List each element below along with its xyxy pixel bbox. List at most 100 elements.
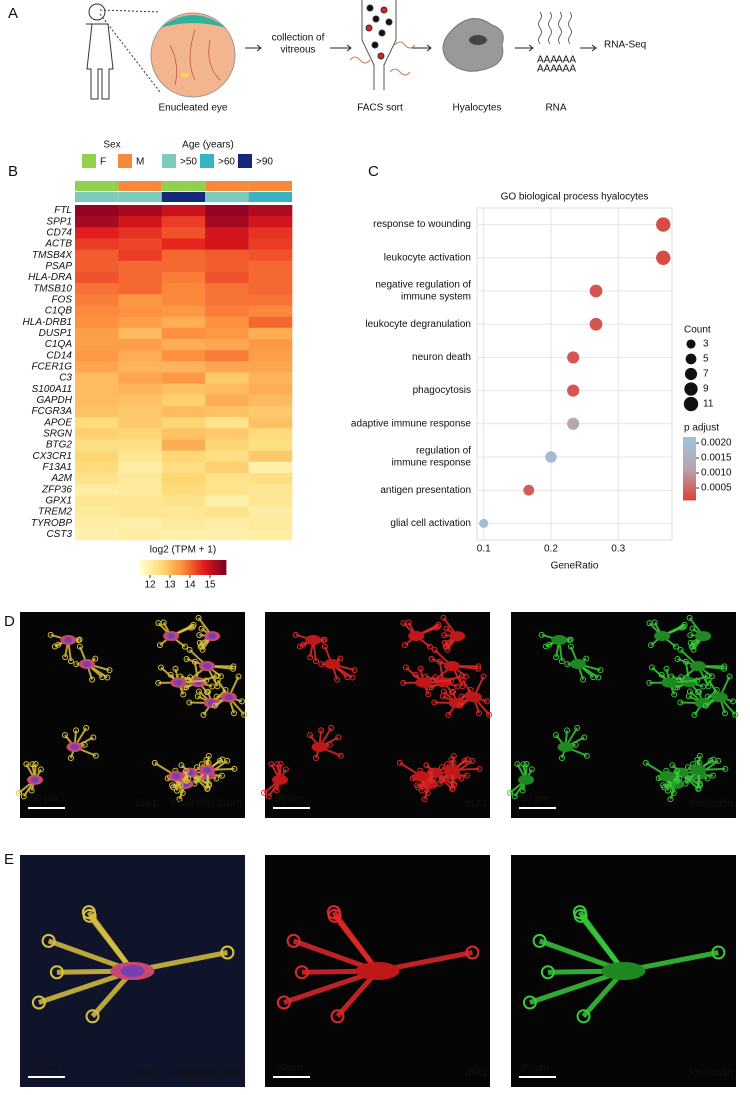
process-tip	[426, 643, 433, 650]
heatmap-cell	[248, 528, 293, 541]
heatmap-cell	[248, 495, 293, 507]
heatmap-cell	[248, 227, 293, 239]
process-tip	[542, 643, 549, 650]
gene-label: GPX1	[45, 496, 72, 507]
process-tip	[151, 759, 158, 766]
process-tip	[326, 741, 333, 748]
heatmap-cell	[118, 528, 163, 541]
process-tip	[648, 664, 655, 671]
process-tip	[61, 732, 68, 739]
process-tip	[200, 711, 207, 718]
gene-label: BTG2	[46, 440, 73, 451]
process-tip	[702, 702, 709, 709]
process-tip	[696, 753, 703, 760]
process-tip	[705, 683, 712, 690]
size-key	[684, 382, 698, 396]
process-tip	[217, 673, 224, 680]
colorbar-step	[208, 560, 212, 575]
gene-label: C3	[59, 373, 72, 384]
process-tip	[674, 655, 681, 662]
heatmap-cell	[248, 350, 293, 362]
process-tip	[199, 646, 206, 653]
gene-label: ZFP36	[41, 484, 72, 495]
colorbar-step	[189, 560, 192, 575]
colorbar-step	[683, 453, 696, 457]
cell-body	[557, 742, 574, 753]
gene-label: A2M	[50, 473, 72, 484]
colorbar-step	[683, 497, 696, 501]
process-tip	[431, 699, 438, 706]
cell-body	[408, 630, 425, 641]
process-tip	[76, 643, 83, 650]
x-tick-label: 0.2	[544, 544, 558, 555]
heatmap-cell	[75, 205, 119, 217]
heatmap-cell	[205, 260, 249, 273]
process-tip	[312, 658, 319, 665]
micrograph: 20 µm DAPI Phalloidin IBA1	[20, 855, 245, 1087]
process-tip	[480, 673, 487, 680]
plot-area	[476, 207, 673, 541]
process-tip	[546, 641, 553, 648]
process-tip	[456, 702, 463, 709]
process-tip	[155, 620, 162, 627]
process-tip	[428, 655, 435, 662]
heatmap-cell	[75, 294, 119, 306]
colorbar-step	[159, 560, 162, 575]
process-tip	[292, 631, 299, 638]
colorbar-step	[202, 560, 205, 575]
colorbar-step	[683, 491, 696, 495]
heatmap-cell	[248, 394, 293, 407]
colorbar-step	[683, 455, 696, 459]
heatmap-cell	[75, 227, 119, 239]
step-label: RNA	[545, 103, 566, 114]
colorbar-step	[683, 493, 696, 497]
category-label: phagocytosis	[413, 385, 471, 396]
channel-label: IBA1	[465, 1068, 487, 1079]
process-tip	[583, 655, 590, 662]
colorbar-step	[213, 560, 216, 575]
heatmap-cell	[118, 450, 163, 463]
process-tip	[213, 693, 220, 700]
gene-label: CD14	[46, 350, 72, 361]
process-tip	[49, 965, 64, 980]
category-label: immune response	[392, 458, 472, 469]
process-tip	[261, 789, 268, 796]
process-tip	[196, 632, 203, 639]
heatmap-cell	[248, 372, 293, 384]
heatmap-cell	[75, 372, 119, 384]
process-tip	[183, 655, 190, 662]
process-tip	[523, 761, 530, 768]
process-tip	[445, 711, 452, 718]
process-tip	[709, 772, 716, 779]
scale-bar-label: 50 µm	[30, 794, 58, 805]
scale-bar-label: 50 µm	[275, 794, 303, 805]
process-tip	[486, 711, 493, 718]
heatmap-cell	[161, 417, 206, 429]
process-tip	[475, 663, 482, 670]
colorbar-step	[187, 560, 190, 575]
process-tip	[190, 621, 197, 628]
process-tip	[685, 693, 692, 700]
process-tip	[440, 614, 447, 621]
colorbar-step	[217, 560, 220, 575]
schematic	[86, 0, 597, 100]
annotation-sex	[118, 181, 162, 191]
process-tip	[167, 671, 174, 678]
nucleus	[31, 776, 40, 783]
process-tip	[442, 643, 449, 650]
heatmap-cell	[161, 506, 206, 518]
gene-label: FOS	[51, 295, 72, 306]
poly-a: AAA	[556, 64, 576, 75]
process-tip	[194, 693, 201, 700]
process-tip	[449, 688, 456, 695]
colorbar-step	[206, 560, 210, 575]
process-tip	[677, 646, 684, 653]
heatmap-cell	[161, 249, 206, 262]
process-tip	[402, 664, 409, 671]
panel-label: B	[8, 163, 18, 180]
colorbar-step	[180, 560, 184, 575]
heatmap-cell	[118, 227, 163, 239]
heatmap-cell	[75, 383, 119, 396]
colorbar-step	[683, 474, 696, 478]
category-label: antigen presentation	[380, 485, 471, 496]
